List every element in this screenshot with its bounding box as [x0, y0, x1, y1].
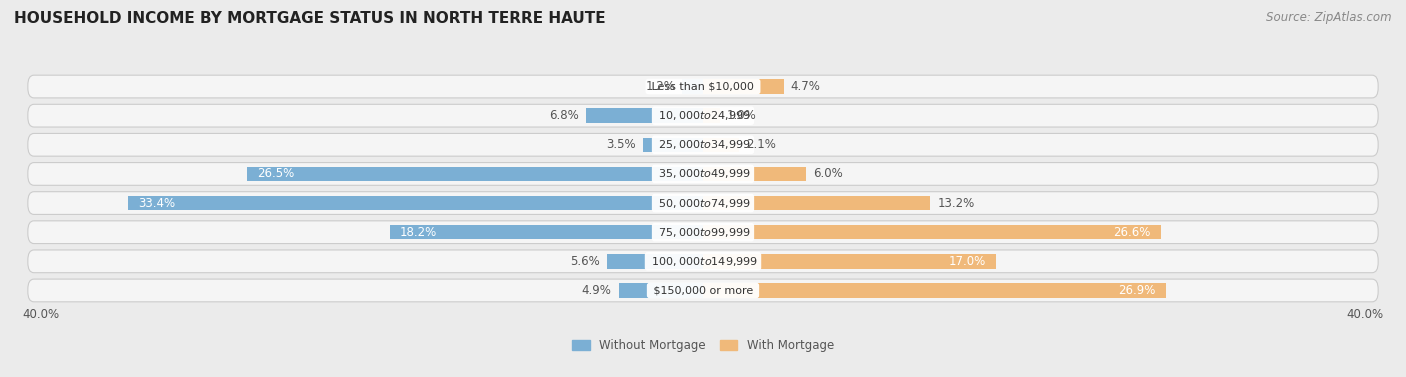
Bar [128, 196, 703, 210]
Text: 1.0%: 1.0% [727, 109, 756, 122]
Text: Less than $10,000: Less than $10,000 [648, 81, 758, 92]
Text: 13.2%: 13.2% [938, 196, 974, 210]
FancyBboxPatch shape [28, 162, 1378, 185]
Text: 2.1%: 2.1% [747, 138, 776, 151]
Text: $150,000 or more: $150,000 or more [650, 285, 756, 296]
Text: $25,000 to $34,999: $25,000 to $34,999 [655, 138, 751, 151]
Text: 26.9%: 26.9% [1119, 284, 1156, 297]
Text: $50,000 to $74,999: $50,000 to $74,999 [655, 196, 751, 210]
Text: 40.0%: 40.0% [1346, 308, 1384, 321]
Text: $75,000 to $99,999: $75,000 to $99,999 [655, 226, 751, 239]
Bar [703, 79, 785, 94]
FancyBboxPatch shape [28, 75, 1378, 98]
Text: 26.5%: 26.5% [257, 167, 294, 181]
Text: 26.6%: 26.6% [1114, 226, 1152, 239]
Text: 3.5%: 3.5% [606, 138, 636, 151]
Bar [703, 167, 807, 181]
FancyBboxPatch shape [28, 279, 1378, 302]
Bar [703, 138, 740, 152]
Text: 4.9%: 4.9% [582, 284, 612, 297]
Bar [619, 283, 703, 298]
Text: 4.7%: 4.7% [790, 80, 821, 93]
Bar [246, 167, 703, 181]
Bar [703, 254, 995, 268]
FancyBboxPatch shape [28, 250, 1378, 273]
Bar [606, 254, 703, 268]
Text: $10,000 to $24,999: $10,000 to $24,999 [655, 109, 751, 122]
Bar [703, 196, 931, 210]
Bar [389, 225, 703, 239]
Text: 40.0%: 40.0% [22, 308, 60, 321]
Text: Source: ZipAtlas.com: Source: ZipAtlas.com [1267, 11, 1392, 24]
FancyBboxPatch shape [28, 221, 1378, 244]
Text: 6.8%: 6.8% [550, 109, 579, 122]
Bar [682, 79, 703, 94]
Legend: Without Mortgage, With Mortgage: Without Mortgage, With Mortgage [567, 334, 839, 357]
Bar [586, 109, 703, 123]
Text: 18.2%: 18.2% [399, 226, 437, 239]
Text: 6.0%: 6.0% [813, 167, 844, 181]
Text: 5.6%: 5.6% [569, 255, 599, 268]
Text: HOUSEHOLD INCOME BY MORTGAGE STATUS IN NORTH TERRE HAUTE: HOUSEHOLD INCOME BY MORTGAGE STATUS IN N… [14, 11, 606, 26]
Bar [703, 283, 1167, 298]
Text: 17.0%: 17.0% [948, 255, 986, 268]
FancyBboxPatch shape [28, 104, 1378, 127]
FancyBboxPatch shape [28, 133, 1378, 156]
Bar [643, 138, 703, 152]
Text: 33.4%: 33.4% [138, 196, 176, 210]
FancyBboxPatch shape [28, 192, 1378, 215]
Text: $35,000 to $49,999: $35,000 to $49,999 [655, 167, 751, 181]
Text: 1.2%: 1.2% [645, 80, 675, 93]
Text: $100,000 to $149,999: $100,000 to $149,999 [648, 255, 758, 268]
Bar [703, 225, 1161, 239]
Bar [703, 109, 720, 123]
